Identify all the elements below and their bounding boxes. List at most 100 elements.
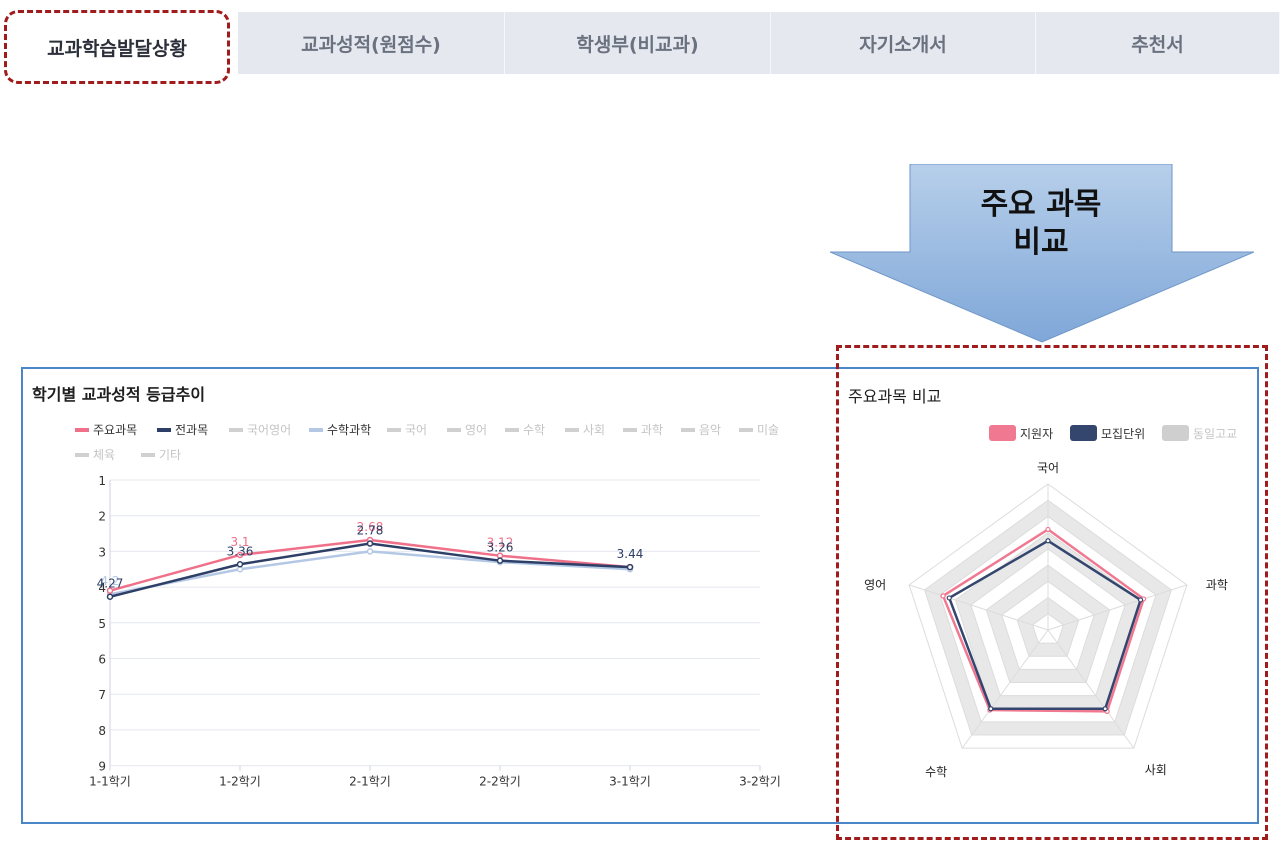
y-tick-label: 8 bbox=[98, 724, 106, 738]
legend-item-7[interactable]: 사회 bbox=[565, 423, 605, 437]
legend-label: 전과목 bbox=[175, 423, 208, 437]
tab-self-introduction[interactable]: 자기소개서 bbox=[771, 12, 1036, 74]
radar-point[interactable] bbox=[940, 593, 946, 599]
radar-axis-label: 과학 bbox=[1206, 578, 1228, 592]
legend-label: 수학과학 bbox=[327, 423, 371, 437]
data-label: 3.1 bbox=[230, 535, 249, 549]
x-tick-label: 1-1학기 bbox=[89, 775, 131, 789]
data-point[interactable] bbox=[236, 561, 244, 568]
radar-legend-swatch bbox=[989, 425, 1016, 441]
tab-subject-scores[interactable]: 교과성적(원점수) bbox=[238, 12, 505, 74]
radar-legend-label: 모집단위 bbox=[1101, 427, 1145, 441]
legend-label: 체육 bbox=[93, 448, 115, 462]
x-tick-label: 3-1학기 bbox=[609, 775, 651, 789]
data-label: 4.2 bbox=[100, 574, 119, 588]
radar-chart-title: 주요과목 비교 bbox=[848, 387, 942, 406]
legend-swatch bbox=[309, 428, 323, 432]
y-tick-label: 3 bbox=[98, 545, 106, 559]
radar-legend-item-2[interactable]: 동일고교 bbox=[1162, 425, 1237, 441]
data-label: 2.68 bbox=[357, 520, 384, 534]
callout-text: 주요 과목 비교 bbox=[910, 186, 1172, 262]
radar-legend-label: 동일고교 bbox=[1193, 427, 1237, 441]
legend-label: 과학 bbox=[641, 423, 663, 437]
data-point[interactable] bbox=[106, 587, 114, 594]
legend-label: 영어 bbox=[465, 423, 487, 437]
data-point[interactable] bbox=[366, 548, 374, 555]
legend-item-3[interactable]: 수학과학 bbox=[309, 423, 371, 437]
radar-axis-label: 국어 bbox=[1037, 461, 1059, 475]
radar-spoke bbox=[1047, 629, 1135, 749]
legend-item-11[interactable]: 체육 bbox=[75, 448, 115, 462]
legend-item-2[interactable]: 국어영어 bbox=[229, 423, 291, 437]
y-tick-label: 2 bbox=[98, 510, 106, 524]
x-tick-label: 3-2학기 bbox=[739, 775, 781, 789]
radar-point[interactable] bbox=[1045, 526, 1051, 533]
legend-item-6[interactable]: 수학 bbox=[505, 423, 545, 437]
data-label: 2.78 bbox=[357, 524, 384, 538]
radar-legend-swatch bbox=[1070, 425, 1097, 441]
legend-label: 사회 bbox=[583, 423, 605, 437]
legend-item-0[interactable]: 주요과목 bbox=[75, 423, 137, 437]
legend-item-4[interactable]: 국어 bbox=[387, 423, 427, 437]
main-subject-comparison-panel bbox=[836, 345, 1268, 840]
tab-student-record[interactable]: 학생부(비교과) bbox=[505, 12, 771, 74]
radar-series-모집단위 bbox=[947, 539, 1143, 710]
legend-swatch bbox=[229, 428, 243, 432]
data-point[interactable] bbox=[626, 563, 634, 571]
radar-axis-label: 수학 bbox=[925, 765, 947, 779]
data-label: 3.12 bbox=[487, 536, 514, 550]
legend-swatch bbox=[75, 428, 89, 432]
legend-label: 국어영어 bbox=[247, 423, 291, 437]
legend-item-12[interactable]: 기타 bbox=[141, 448, 181, 462]
data-point[interactable] bbox=[236, 551, 244, 559]
radar-point[interactable] bbox=[988, 706, 994, 712]
legend-swatch bbox=[75, 453, 89, 457]
legend-item-9[interactable]: 음악 bbox=[681, 423, 721, 437]
legend-swatch bbox=[157, 428, 171, 432]
grade-trend-chart-panel bbox=[21, 367, 1259, 824]
data-point[interactable] bbox=[366, 540, 374, 547]
legend-label: 음악 bbox=[699, 423, 721, 437]
legend-label: 국어 bbox=[405, 423, 427, 437]
legend-item-1[interactable]: 전과목 bbox=[157, 423, 208, 437]
radar-legend-label: 지원자 bbox=[1020, 427, 1053, 441]
radar-legend-swatch bbox=[1162, 425, 1189, 441]
y-tick-label: 7 bbox=[98, 688, 106, 702]
legend-item-10[interactable]: 미술 bbox=[739, 423, 779, 437]
legend-item-8[interactable]: 과학 bbox=[623, 423, 663, 437]
legend-label: 주요과목 bbox=[93, 423, 137, 437]
radar-spoke bbox=[961, 629, 1049, 749]
legend-swatch bbox=[447, 428, 461, 432]
legend-swatch bbox=[739, 428, 753, 432]
legend-label: 미술 bbox=[757, 423, 779, 437]
grade-trend-chart-title: 학기별 교과성적 등급추이 bbox=[32, 385, 206, 404]
tab-recommendation[interactable]: 추천서 bbox=[1036, 12, 1280, 74]
radar-spoke bbox=[908, 584, 1049, 631]
radar-legend-item-0[interactable]: 지원자 bbox=[989, 425, 1053, 441]
radar-point[interactable] bbox=[946, 595, 952, 601]
callout-line-2: 비교 bbox=[1013, 225, 1069, 260]
series-line-수학과학 bbox=[109, 550, 631, 596]
radar-point[interactable] bbox=[1102, 706, 1108, 712]
radar-spoke bbox=[1047, 584, 1188, 631]
data-point[interactable] bbox=[106, 593, 114, 600]
data-label: 4.27 bbox=[97, 577, 124, 591]
data-point[interactable] bbox=[496, 557, 504, 564]
data-label: 3.26 bbox=[487, 541, 514, 555]
legend-swatch bbox=[623, 428, 637, 432]
radar-point[interactable] bbox=[1045, 538, 1051, 544]
data-label: 3.44 bbox=[617, 547, 644, 561]
y-tick-label: 4 bbox=[98, 581, 106, 595]
data-label: 3.36 bbox=[227, 544, 254, 558]
tab-learning-development[interactable]: 교과학습발달상황 bbox=[4, 10, 230, 84]
radar-series-지원자 bbox=[941, 527, 1146, 713]
y-tick-label: 5 bbox=[98, 617, 106, 631]
tab-bar: 교과성적(원점수) 학생부(비교과) 자기소개서 추천서 교과학습발달상황 bbox=[0, 10, 1280, 84]
radar-point[interactable] bbox=[1137, 597, 1144, 603]
radar-legend-item-1[interactable]: 모집단위 bbox=[1070, 425, 1145, 441]
legend-label: 기타 bbox=[159, 448, 181, 462]
legend-item-5[interactable]: 영어 bbox=[447, 423, 487, 437]
x-tick-label: 2-1학기 bbox=[349, 775, 391, 789]
